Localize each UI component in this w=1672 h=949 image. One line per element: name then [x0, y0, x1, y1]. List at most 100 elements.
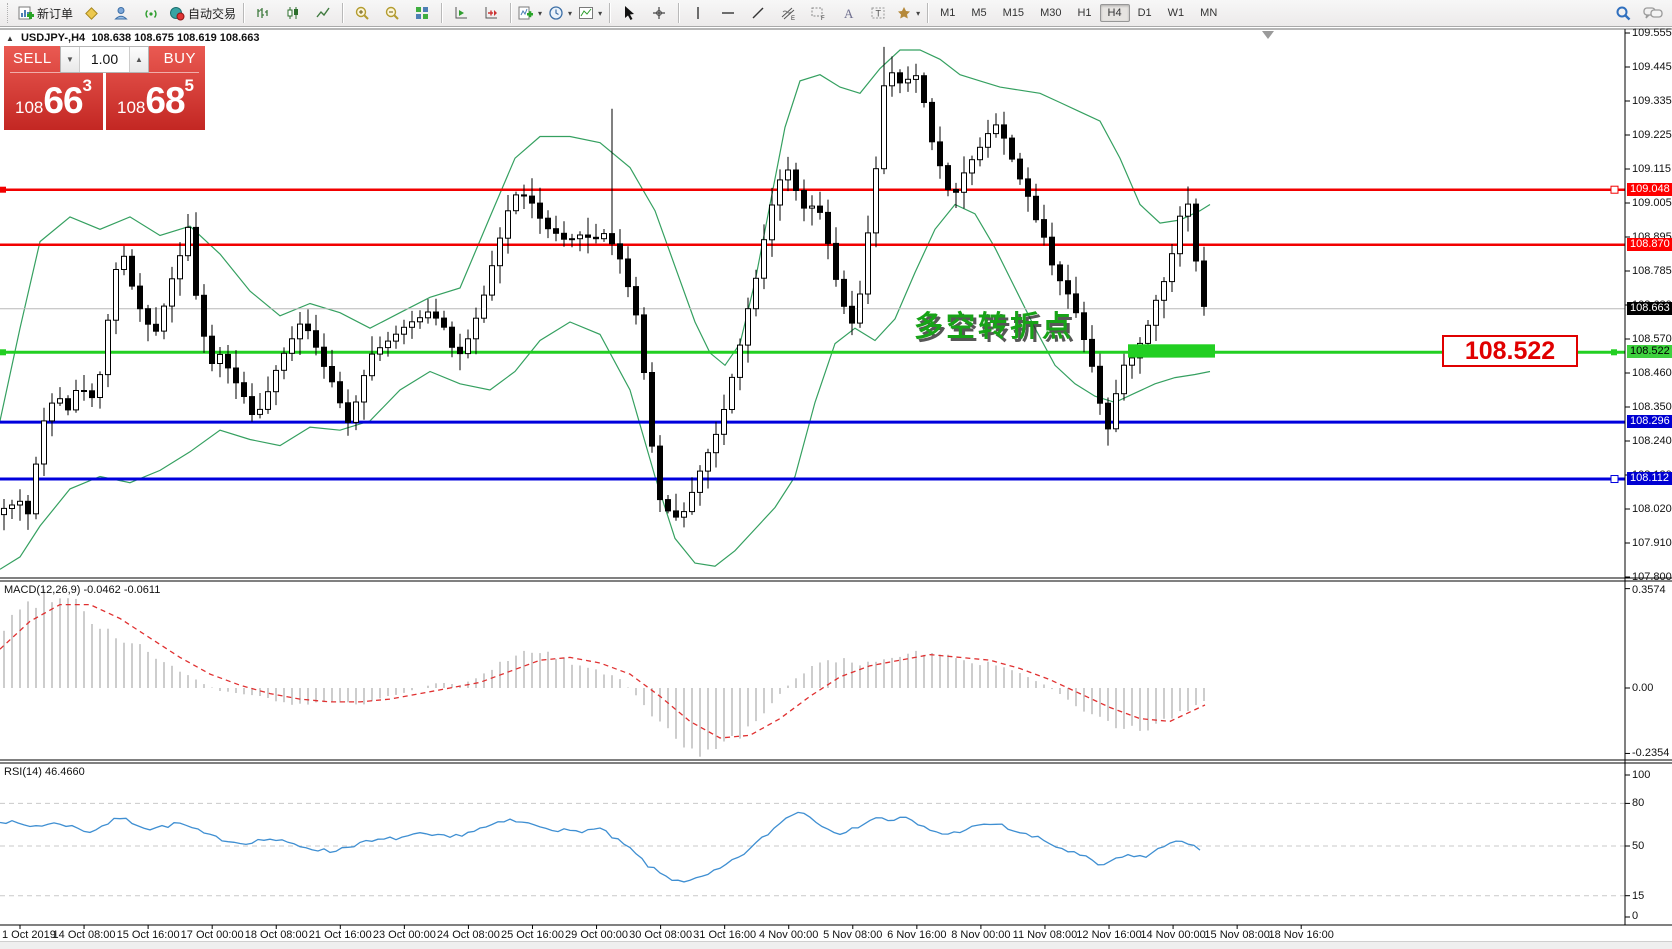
text-button[interactable]: A [833, 2, 863, 24]
candle [585, 234, 591, 238]
timeframe-h4[interactable]: H4 [1099, 4, 1130, 22]
line-handle[interactable] [0, 349, 6, 356]
line-handle[interactable] [1611, 349, 1617, 356]
toolbar-grip[interactable] [7, 3, 12, 23]
svg-text:T: T [876, 9, 882, 19]
indicators-button[interactable]: ▾ [515, 2, 545, 24]
macd-signal-line [0, 603, 1206, 739]
zoom-out-button[interactable] [377, 2, 407, 24]
chat-button[interactable] [1638, 2, 1668, 24]
fibonacci-button[interactable]: E [773, 2, 803, 24]
chart-annotation-text[interactable]: 多空转折点 [914, 311, 1075, 343]
candle [185, 226, 191, 257]
crosshair-button[interactable] [644, 2, 674, 24]
candle [1049, 236, 1055, 266]
chart-shift-button[interactable] [476, 2, 506, 24]
templates-button[interactable]: ▾ [575, 2, 605, 24]
candle [849, 305, 855, 324]
candle [201, 294, 207, 337]
candlestick-chart-button[interactable] [278, 2, 308, 24]
channel-button[interactable]: F [803, 2, 833, 24]
toolbar-separator [609, 3, 611, 23]
toolbar-separator [441, 3, 443, 23]
candle [1185, 203, 1191, 217]
candle [881, 85, 887, 170]
auto-scroll-button[interactable] [446, 2, 476, 24]
highlight-rectangle[interactable] [1128, 344, 1215, 358]
horizontal-line-button[interactable] [713, 2, 743, 24]
candle [377, 347, 383, 355]
price-tick-label: 107.800 [1632, 571, 1672, 583]
candle [513, 194, 519, 212]
candle [713, 433, 719, 454]
candle [1193, 203, 1199, 262]
time-axis-label: 15 Nov 08:00 [1204, 929, 1270, 941]
shapes-button[interactable]: ▾ [893, 2, 923, 24]
time-axis-label: 25 Oct 16:00 [500, 929, 564, 941]
price-callout-box[interactable]: 108.522 [1442, 335, 1578, 367]
candle [625, 258, 631, 288]
periods-button[interactable]: ▾ [545, 2, 575, 24]
timeframe-m30[interactable]: M30 [1040, 7, 1062, 19]
trendline-button[interactable] [743, 2, 773, 24]
candle [329, 366, 335, 383]
signals-button[interactable] [136, 2, 166, 24]
candle [1161, 281, 1167, 301]
candle [401, 326, 407, 335]
market-watch-button[interactable] [76, 2, 106, 24]
timeframe-h1[interactable]: H1 [1077, 7, 1092, 19]
chat-icon [1643, 5, 1663, 21]
price-tick-label: 109.335 [1632, 95, 1672, 107]
auto-trading-button[interactable]: 自动交易 [166, 2, 239, 24]
collapse-one-click-icon[interactable]: ▲ [6, 34, 14, 43]
timeframe-m1[interactable]: M1 [940, 7, 956, 19]
new-order-button[interactable]: 新订单 [15, 2, 76, 24]
candle [489, 265, 495, 296]
timeframe-m15[interactable]: M15 [1002, 7, 1025, 19]
timeframe-mn[interactable]: MN [1200, 7, 1218, 19]
candle [801, 190, 807, 209]
line-handle[interactable] [1610, 185, 1619, 194]
timeframe-w1[interactable]: W1 [1167, 7, 1185, 19]
search-button[interactable] [1608, 2, 1638, 24]
candle [1073, 293, 1079, 314]
candle [121, 255, 127, 270]
line-chart-button[interactable] [308, 2, 338, 24]
volume-input[interactable]: 1.00 [90, 51, 119, 67]
volume-decrease-button[interactable]: ▼ [61, 47, 80, 72]
chart-shift-marker[interactable] [1262, 31, 1274, 39]
bar-chart-button[interactable] [248, 2, 278, 24]
line-handle[interactable] [0, 186, 6, 193]
timeframe-m5[interactable]: M5 [971, 7, 987, 19]
price-tick-label: 108.570 [1632, 333, 1672, 345]
vertical-line-button[interactable] [683, 2, 713, 24]
timeframe-d1[interactable]: D1 [1137, 7, 1152, 19]
volume-increase-button[interactable]: ▲ [129, 47, 148, 72]
profile-icon [113, 5, 129, 21]
candle [1153, 299, 1159, 326]
time-axis-label: 23 Oct 00:00 [372, 929, 436, 941]
bar-chart-icon [255, 5, 271, 21]
candle [313, 330, 319, 348]
macd-axis-label: 0.00 [1632, 682, 1654, 694]
tile-windows-button[interactable] [407, 2, 437, 24]
candle [569, 238, 575, 241]
price-tag-108.870: 108.870 [1627, 237, 1672, 251]
data-window-button[interactable] [106, 2, 136, 24]
line-handle[interactable] [1610, 475, 1619, 484]
time-axis-label: 6 Nov 16:00 [887, 929, 947, 941]
candle [1097, 365, 1103, 404]
text-label-icon: T [870, 5, 886, 21]
candle [873, 168, 879, 234]
zoom-in-button[interactable] [347, 2, 377, 24]
candle [129, 255, 135, 287]
candle [433, 311, 439, 319]
cursor-button[interactable] [614, 2, 644, 24]
candle [553, 228, 559, 234]
candle [65, 398, 71, 411]
candle [481, 294, 487, 319]
candle [689, 491, 695, 513]
chart-window[interactable]: ▲ USDJPY-,H4 108.638 108.675 108.619 108… [0, 27, 1672, 948]
text-label-button[interactable]: T [863, 2, 893, 24]
